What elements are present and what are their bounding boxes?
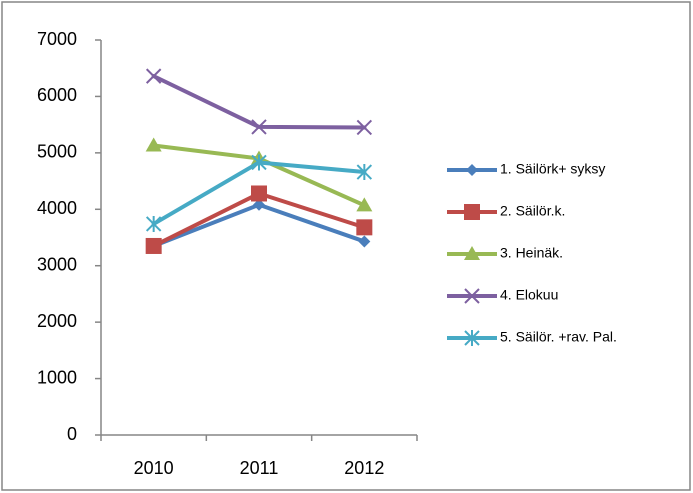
marker: [145, 215, 162, 232]
y-tick-label: 1000: [37, 367, 77, 387]
legend-label: 2. Säilör.k.: [500, 203, 565, 219]
x-tick-label: 2011: [240, 458, 279, 478]
y-tick-label: 2000: [37, 311, 77, 331]
marker: [358, 235, 371, 248]
legend-label: 1. Säilörk+ syksy: [500, 161, 605, 177]
marker: [356, 197, 373, 212]
legend-label: 3. Heinäk.: [500, 245, 563, 261]
x-tick-label: 2012: [344, 458, 384, 478]
marker: [253, 198, 265, 211]
marker: [464, 204, 480, 220]
marker: [251, 154, 267, 171]
marker: [145, 137, 162, 152]
y-tick-label: 6000: [37, 85, 77, 105]
y-tick-label: 3000: [37, 254, 77, 274]
marker: [356, 164, 373, 181]
marker: [251, 185, 267, 202]
marker: [464, 288, 480, 304]
marker: [356, 219, 373, 236]
marker: [356, 119, 373, 136]
legend-label: 5. Säilör. +rav. Pal.: [500, 329, 617, 345]
marker: [251, 119, 267, 135]
marker: [464, 330, 480, 346]
legend-label: 4. Elokuu: [500, 287, 558, 303]
y-tick-label: 0: [67, 424, 77, 444]
x-tick-label: 2010: [134, 458, 174, 478]
y-tick-label: 4000: [37, 198, 77, 218]
y-tick-label: 7000: [37, 29, 77, 49]
marker: [145, 68, 162, 84]
marker: [466, 164, 478, 176]
y-tick-label: 5000: [37, 142, 77, 162]
marker: [464, 246, 480, 260]
marker: [145, 237, 162, 254]
